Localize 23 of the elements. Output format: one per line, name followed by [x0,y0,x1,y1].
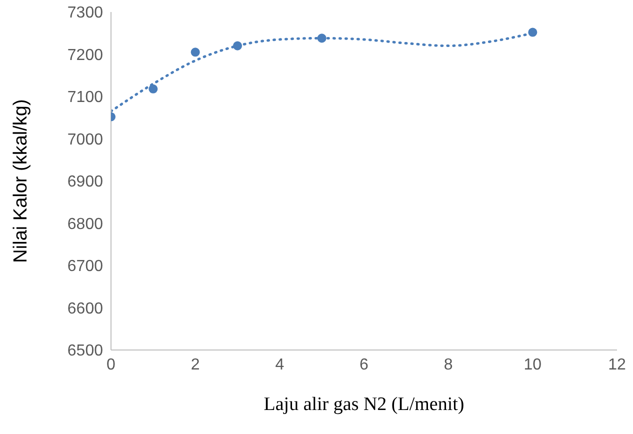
y-tick-label: 6700 [67,258,104,276]
point [190,48,200,57]
x-tick-label: 8 [444,356,453,374]
x-tick-label: 0 [106,356,116,374]
y-tick-label: 7100 [67,89,104,106]
y-tick-label: 6500 [67,342,104,360]
x-tick-label: 12 [608,356,626,374]
y-tick-label: 7300 [67,4,104,22]
y-axis-title: Nilai Kalor (kkal/kg) [10,99,32,263]
x-tick-label: 10 [524,356,542,374]
y-tick-label: 7000 [67,131,104,148]
x-tick-label: 6 [360,356,369,374]
point [148,84,158,94]
y-tick-label: 7200 [67,46,104,64]
point [232,41,242,50]
x-tick-label: 2 [190,356,200,374]
y-tick-label: 6900 [67,174,104,191]
point [317,34,326,43]
x-tick-label: 4 [275,356,284,374]
x-axis-title: Laju alir gas N2 (L/menit) [264,394,464,415]
y-tick-label: 6600 [67,300,104,318]
point [528,28,538,37]
y-tick-label: 6800 [67,216,104,233]
